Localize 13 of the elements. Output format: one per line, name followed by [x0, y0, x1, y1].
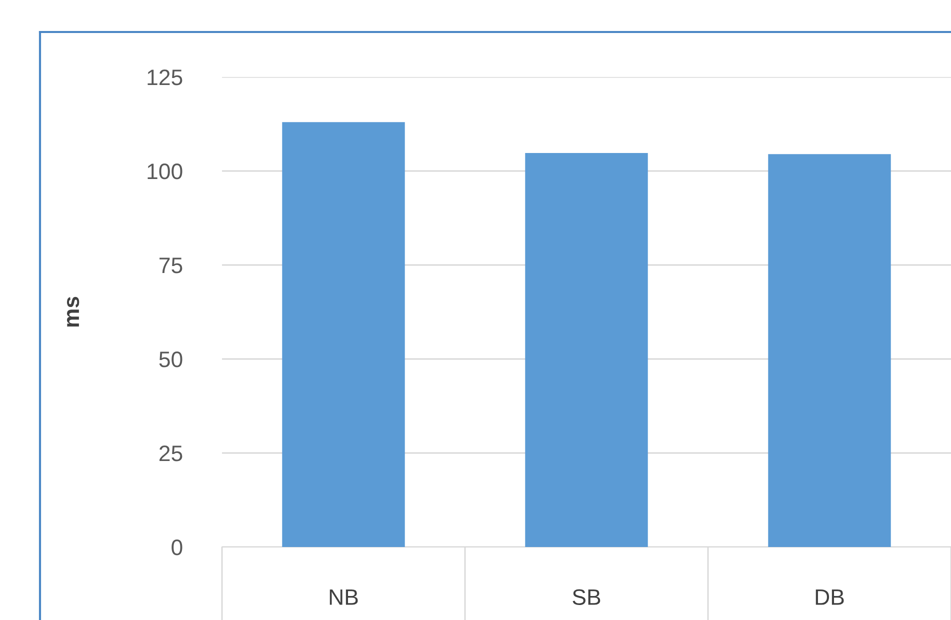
bar	[525, 152, 648, 547]
bar	[282, 122, 405, 547]
x-tick-label: DB	[816, 589, 844, 605]
y-tick-label: 100	[148, 164, 182, 180]
y-tick-label: 125	[148, 70, 182, 86]
y-tick-label: 25	[160, 446, 182, 462]
x-tick-label: SB	[572, 589, 600, 605]
bar	[768, 154, 891, 547]
y-tick-label: 0	[172, 540, 182, 556]
y-tick-label: 50	[159, 352, 182, 368]
y-axis-title: ms	[66, 296, 80, 327]
x-tick-label: NB	[330, 589, 358, 605]
y-tick-label: 75	[160, 258, 182, 274]
